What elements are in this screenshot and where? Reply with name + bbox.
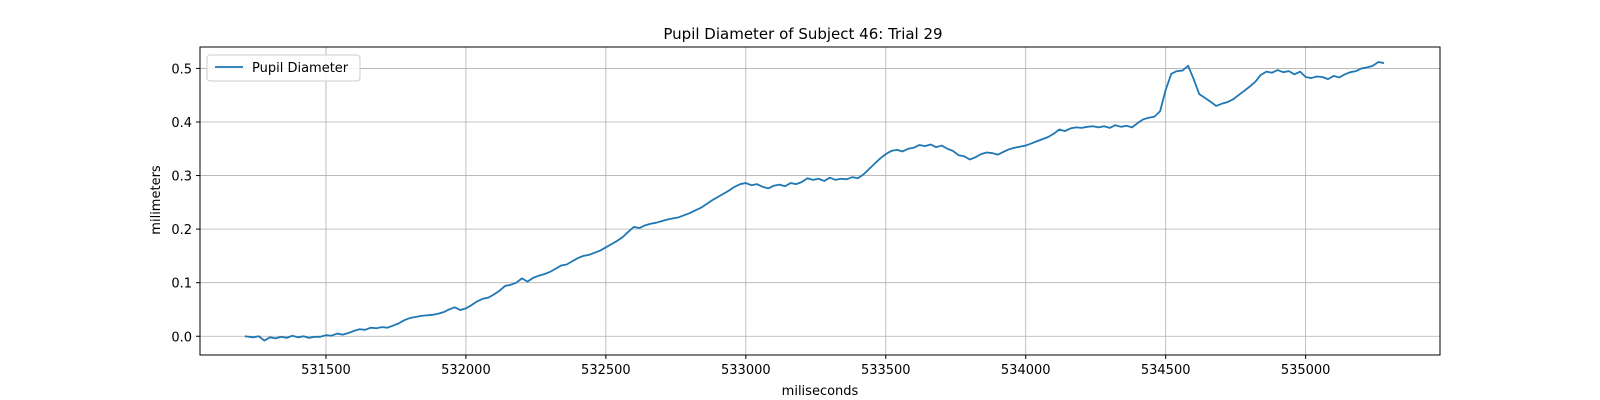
grid [200,47,1440,355]
plot-area-frame [199,46,1441,356]
x-tick-label: 533500 [861,363,911,378]
x-tick-label: 532000 [441,363,491,378]
chart-title: Pupil Diameter of Subject 46: Trial 29 [663,25,942,43]
legend-label: Pupil Diameter [252,61,349,76]
y-tick-label: 0.3 [171,170,192,185]
y-tick-label: 0.1 [171,277,192,292]
y-tick-label: 0.4 [171,116,192,131]
x-tick-label: 533000 [721,363,771,378]
series-line-pupil-diameter [244,61,1385,342]
y-axis: 0.0 0.1 0.2 0.3 0.4 0.5 [171,62,200,345]
x-tick-label: 534000 [1001,363,1051,378]
y-tick-label: 0.5 [171,62,192,77]
x-axis-label: miliseconds [782,384,859,399]
x-tick-label: 534500 [1141,363,1191,378]
y-tick-label: 0.2 [171,223,192,238]
y-axis-label: milimeters [149,165,164,235]
x-axis: 531500 532000 532500 533000 533500 534000 5345… [301,355,1330,378]
legend: Pupil Diameter [206,54,361,82]
x-tick-label: 531500 [301,363,351,378]
legend-box [206,54,361,82]
x-tick-label: 535000 [1281,363,1331,378]
y-tick-label: 0.0 [171,330,192,345]
x-tick-label: 532500 [581,363,631,378]
